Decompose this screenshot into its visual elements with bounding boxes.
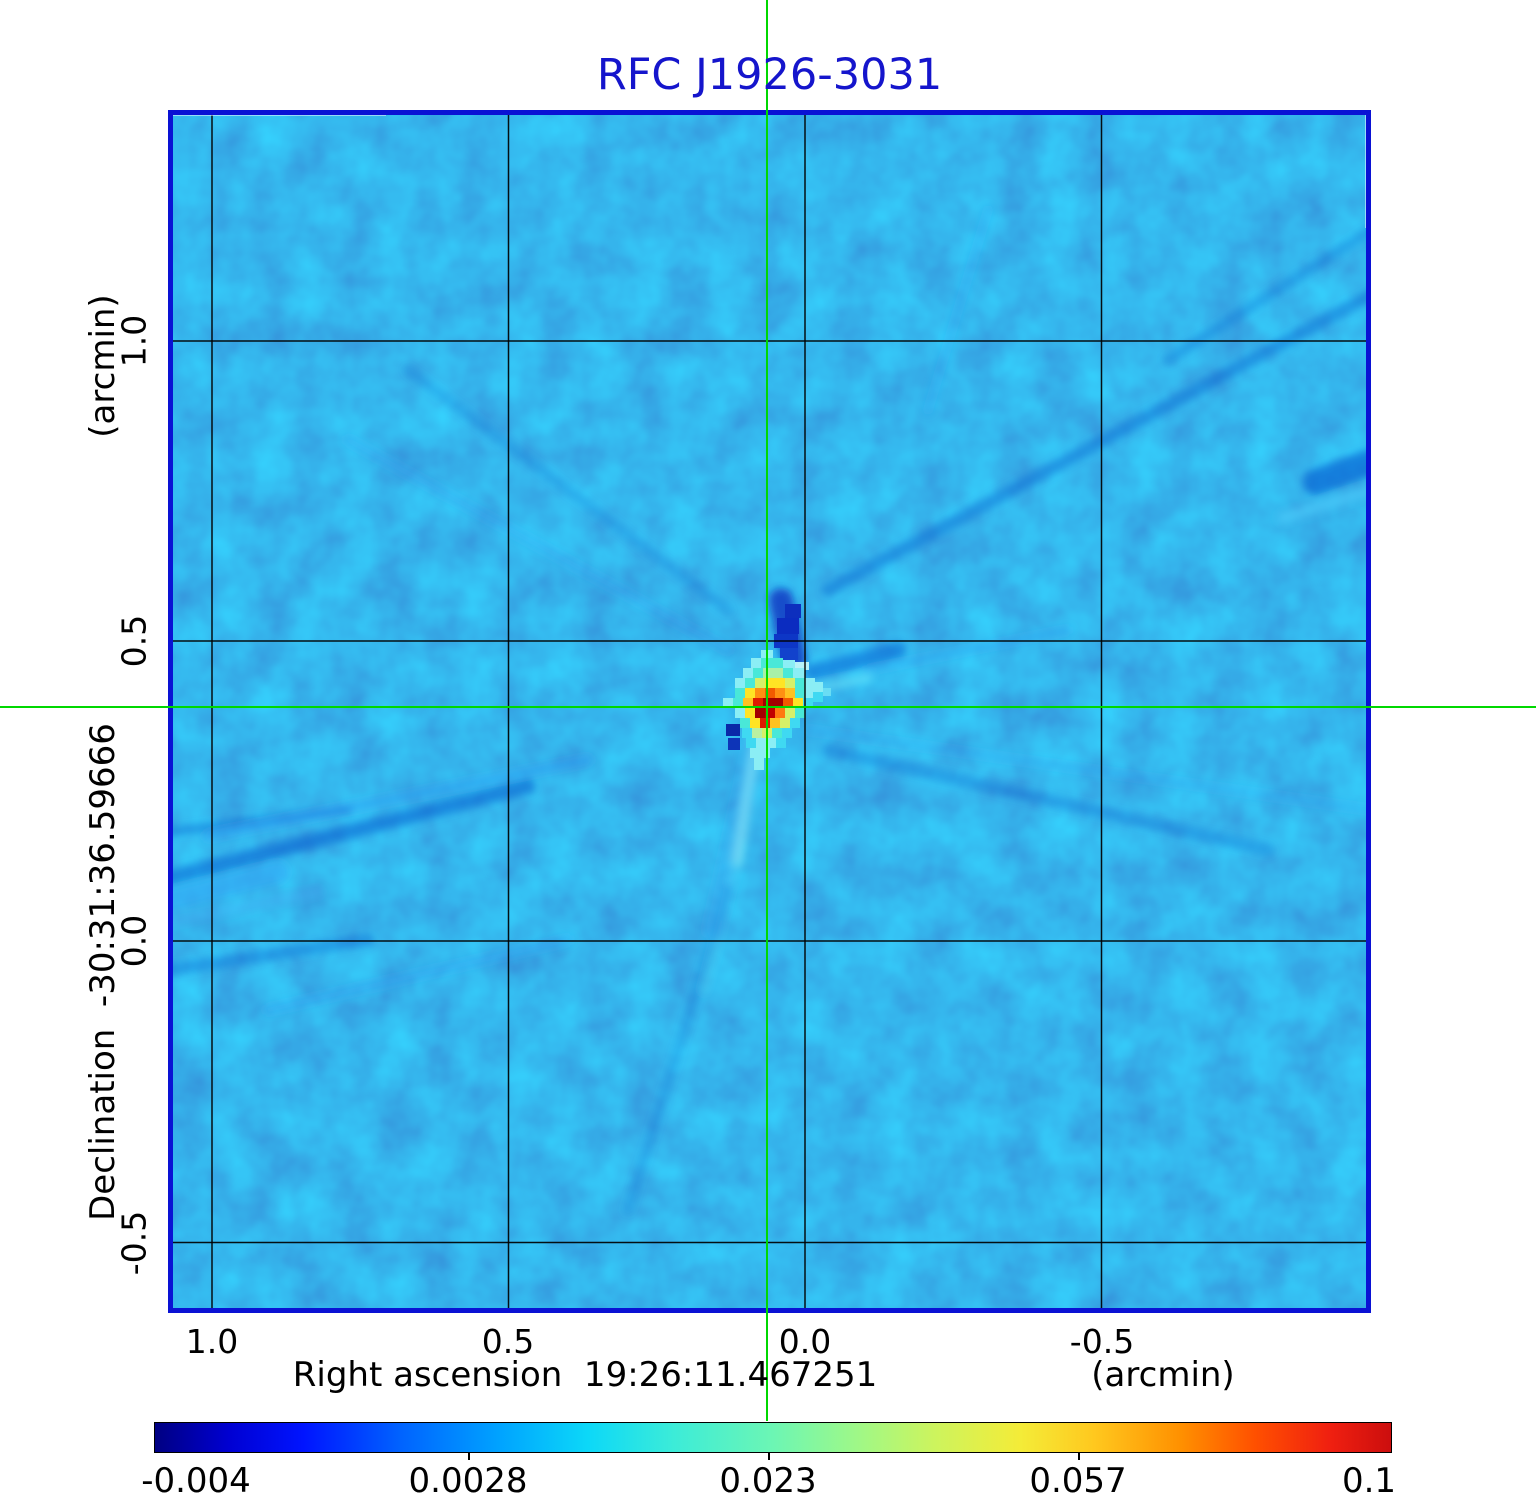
y-tick-label: 0.0: [114, 914, 154, 968]
x-tick-label: 0.5: [481, 1322, 535, 1361]
crosshair-horizontal-line: [0, 706, 1536, 708]
colorbar-tick-label: 0.1: [1341, 1461, 1397, 1501]
sidelobe-streaks: [168, 205, 1371, 1215]
coordinate-grid: [168, 110, 1371, 1313]
colorbar-gradient: [154, 1422, 1392, 1453]
colorbar-tick-mark: [468, 1453, 470, 1460]
colorbar-tick-label: -0.004: [141, 1461, 251, 1501]
colorbar-tick-label: 0.023: [719, 1461, 817, 1501]
colorbar-tick-label: 0.0028: [408, 1461, 528, 1501]
radio-map-plot: [168, 110, 1371, 1313]
x-axis-unit-label: (arcmin): [1091, 1355, 1235, 1395]
colorbar-tick-mark: [1078, 1453, 1080, 1460]
x-axis-label: Right ascension 19:26:11.467251: [292, 1355, 878, 1395]
map-edge-border: [168, 110, 1371, 1313]
y-tick-label: 1.0: [114, 314, 154, 368]
crosshair-vertical-line: [766, 0, 768, 1421]
y-tick-label: -0.5: [114, 1210, 154, 1276]
colorbar-tick-mark: [768, 1453, 770, 1460]
y-axis-label: Declination -30:31:36.59666: [83, 723, 123, 1221]
radio-map-image: [168, 110, 1371, 1313]
colorbar-tick-label: 0.057: [1029, 1461, 1127, 1501]
x-tick-label: -0.5: [1069, 1322, 1135, 1361]
y-tick-label: 0.5: [114, 614, 154, 668]
x-tick-label: 0.0: [778, 1322, 832, 1361]
x-tick-label: 1.0: [185, 1322, 239, 1361]
page-title: RFC J1926-3031: [596, 50, 943, 100]
